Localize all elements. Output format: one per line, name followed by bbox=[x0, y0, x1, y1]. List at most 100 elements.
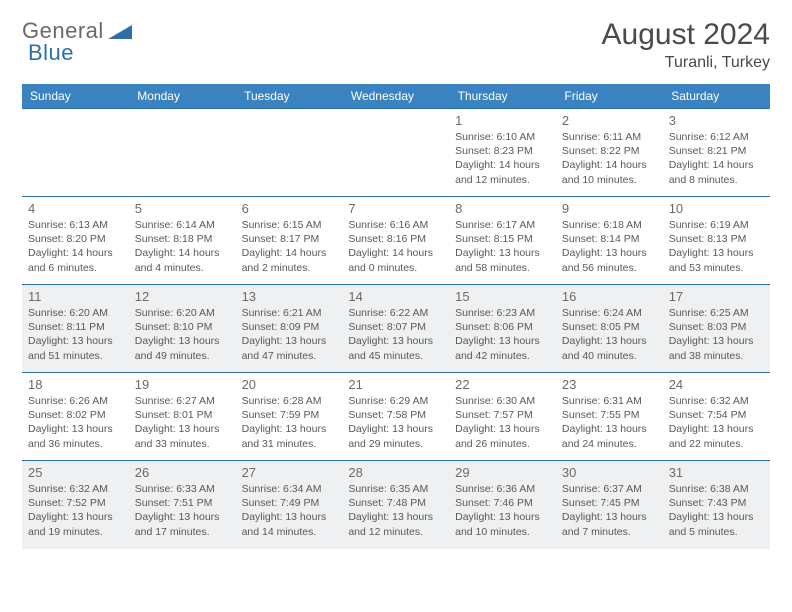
day-number: 17 bbox=[669, 289, 764, 304]
cell-sunset: Sunset: 8:21 PM bbox=[669, 144, 764, 158]
weekday-header: Friday bbox=[556, 84, 663, 109]
cell-sunrise: Sunrise: 6:16 AM bbox=[348, 218, 443, 232]
day-number: 24 bbox=[669, 377, 764, 392]
brand-blue-wrap: Blue bbox=[28, 40, 74, 66]
cell-sunrise: Sunrise: 6:32 AM bbox=[669, 394, 764, 408]
day-cell: 17Sunrise: 6:25 AMSunset: 8:03 PMDayligh… bbox=[663, 285, 770, 373]
day-number: 31 bbox=[669, 465, 764, 480]
cell-daylight1: Daylight: 13 hours bbox=[28, 510, 123, 524]
cell-daylight1: Daylight: 13 hours bbox=[135, 334, 230, 348]
cell-sunset: Sunset: 8:01 PM bbox=[135, 408, 230, 422]
cell-daylight1: Daylight: 13 hours bbox=[242, 334, 337, 348]
cell-daylight2: and 22 minutes. bbox=[669, 437, 764, 451]
day-number: 2 bbox=[562, 113, 657, 128]
cell-sunrise: Sunrise: 6:22 AM bbox=[348, 306, 443, 320]
cell-daylight2: and 26 minutes. bbox=[455, 437, 550, 451]
brand-blue: Blue bbox=[28, 40, 74, 65]
cell-daylight2: and 33 minutes. bbox=[135, 437, 230, 451]
cell-sunset: Sunset: 8:06 PM bbox=[455, 320, 550, 334]
cell-sunrise: Sunrise: 6:31 AM bbox=[562, 394, 657, 408]
day-number: 6 bbox=[242, 201, 337, 216]
cell-sunset: Sunset: 7:46 PM bbox=[455, 496, 550, 510]
cell-daylight2: and 2 minutes. bbox=[242, 261, 337, 275]
cell-sunrise: Sunrise: 6:19 AM bbox=[669, 218, 764, 232]
cell-daylight2: and 10 minutes. bbox=[455, 525, 550, 539]
cell-sunrise: Sunrise: 6:20 AM bbox=[135, 306, 230, 320]
cell-daylight2: and 58 minutes. bbox=[455, 261, 550, 275]
cell-sunset: Sunset: 8:22 PM bbox=[562, 144, 657, 158]
cell-daylight1: Daylight: 13 hours bbox=[669, 422, 764, 436]
cell-sunset: Sunset: 7:58 PM bbox=[348, 408, 443, 422]
cell-daylight2: and 4 minutes. bbox=[135, 261, 230, 275]
calendar-body: 1Sunrise: 6:10 AMSunset: 8:23 PMDaylight… bbox=[22, 109, 770, 549]
cell-daylight2: and 12 minutes. bbox=[348, 525, 443, 539]
location-label: Turanli, Turkey bbox=[602, 54, 770, 72]
cell-daylight1: Daylight: 14 hours bbox=[455, 158, 550, 172]
day-number: 9 bbox=[562, 201, 657, 216]
day-cell bbox=[342, 109, 449, 197]
cell-sunset: Sunset: 7:48 PM bbox=[348, 496, 443, 510]
cell-daylight2: and 0 minutes. bbox=[348, 261, 443, 275]
cell-sunrise: Sunrise: 6:21 AM bbox=[242, 306, 337, 320]
cell-daylight1: Daylight: 14 hours bbox=[135, 246, 230, 260]
cell-daylight2: and 12 minutes. bbox=[455, 173, 550, 187]
cell-daylight1: Daylight: 13 hours bbox=[348, 334, 443, 348]
day-number: 4 bbox=[28, 201, 123, 216]
day-number: 15 bbox=[455, 289, 550, 304]
cell-sunset: Sunset: 7:45 PM bbox=[562, 496, 657, 510]
cell-sunset: Sunset: 7:57 PM bbox=[455, 408, 550, 422]
cell-sunset: Sunset: 8:05 PM bbox=[562, 320, 657, 334]
cell-sunrise: Sunrise: 6:35 AM bbox=[348, 482, 443, 496]
cell-sunset: Sunset: 7:43 PM bbox=[669, 496, 764, 510]
day-number: 30 bbox=[562, 465, 657, 480]
day-cell: 1Sunrise: 6:10 AMSunset: 8:23 PMDaylight… bbox=[449, 109, 556, 197]
cell-daylight2: and 29 minutes. bbox=[348, 437, 443, 451]
day-number: 26 bbox=[135, 465, 230, 480]
cell-daylight1: Daylight: 13 hours bbox=[28, 422, 123, 436]
cell-daylight2: and 42 minutes. bbox=[455, 349, 550, 363]
day-number: 28 bbox=[348, 465, 443, 480]
cell-daylight1: Daylight: 13 hours bbox=[135, 510, 230, 524]
cell-sunrise: Sunrise: 6:15 AM bbox=[242, 218, 337, 232]
weekday-header: Thursday bbox=[449, 84, 556, 109]
cell-sunrise: Sunrise: 6:29 AM bbox=[348, 394, 443, 408]
day-cell bbox=[129, 109, 236, 197]
cell-daylight1: Daylight: 13 hours bbox=[562, 510, 657, 524]
day-cell: 11Sunrise: 6:20 AMSunset: 8:11 PMDayligh… bbox=[22, 285, 129, 373]
weekday-header: Tuesday bbox=[236, 84, 343, 109]
cell-daylight2: and 51 minutes. bbox=[28, 349, 123, 363]
cell-sunrise: Sunrise: 6:25 AM bbox=[669, 306, 764, 320]
cell-daylight2: and 7 minutes. bbox=[562, 525, 657, 539]
day-number: 7 bbox=[348, 201, 443, 216]
day-number: 21 bbox=[348, 377, 443, 392]
cell-sunset: Sunset: 8:07 PM bbox=[348, 320, 443, 334]
day-cell: 8Sunrise: 6:17 AMSunset: 8:15 PMDaylight… bbox=[449, 197, 556, 285]
cell-daylight2: and 40 minutes. bbox=[562, 349, 657, 363]
day-number: 22 bbox=[455, 377, 550, 392]
week-row: 25Sunrise: 6:32 AMSunset: 7:52 PMDayligh… bbox=[22, 461, 770, 549]
cell-daylight1: Daylight: 14 hours bbox=[348, 246, 443, 260]
day-cell: 21Sunrise: 6:29 AMSunset: 7:58 PMDayligh… bbox=[342, 373, 449, 461]
weekday-header-row: Sunday Monday Tuesday Wednesday Thursday… bbox=[22, 84, 770, 109]
cell-daylight1: Daylight: 13 hours bbox=[28, 334, 123, 348]
week-row: 11Sunrise: 6:20 AMSunset: 8:11 PMDayligh… bbox=[22, 285, 770, 373]
cell-daylight1: Daylight: 13 hours bbox=[455, 422, 550, 436]
day-cell: 13Sunrise: 6:21 AMSunset: 8:09 PMDayligh… bbox=[236, 285, 343, 373]
weekday-header: Saturday bbox=[663, 84, 770, 109]
cell-sunrise: Sunrise: 6:38 AM bbox=[669, 482, 764, 496]
day-number: 18 bbox=[28, 377, 123, 392]
cell-sunset: Sunset: 7:49 PM bbox=[242, 496, 337, 510]
cell-sunrise: Sunrise: 6:36 AM bbox=[455, 482, 550, 496]
cell-sunset: Sunset: 8:14 PM bbox=[562, 232, 657, 246]
cell-sunrise: Sunrise: 6:26 AM bbox=[28, 394, 123, 408]
cell-sunrise: Sunrise: 6:23 AM bbox=[455, 306, 550, 320]
cell-daylight2: and 8 minutes. bbox=[669, 173, 764, 187]
month-title: August 2024 bbox=[602, 18, 770, 52]
cell-sunset: Sunset: 8:17 PM bbox=[242, 232, 337, 246]
week-row: 1Sunrise: 6:10 AMSunset: 8:23 PMDaylight… bbox=[22, 109, 770, 197]
cell-sunset: Sunset: 8:11 PM bbox=[28, 320, 123, 334]
weekday-header: Wednesday bbox=[342, 84, 449, 109]
day-cell: 6Sunrise: 6:15 AMSunset: 8:17 PMDaylight… bbox=[236, 197, 343, 285]
cell-daylight2: and 17 minutes. bbox=[135, 525, 230, 539]
cell-daylight2: and 45 minutes. bbox=[348, 349, 443, 363]
